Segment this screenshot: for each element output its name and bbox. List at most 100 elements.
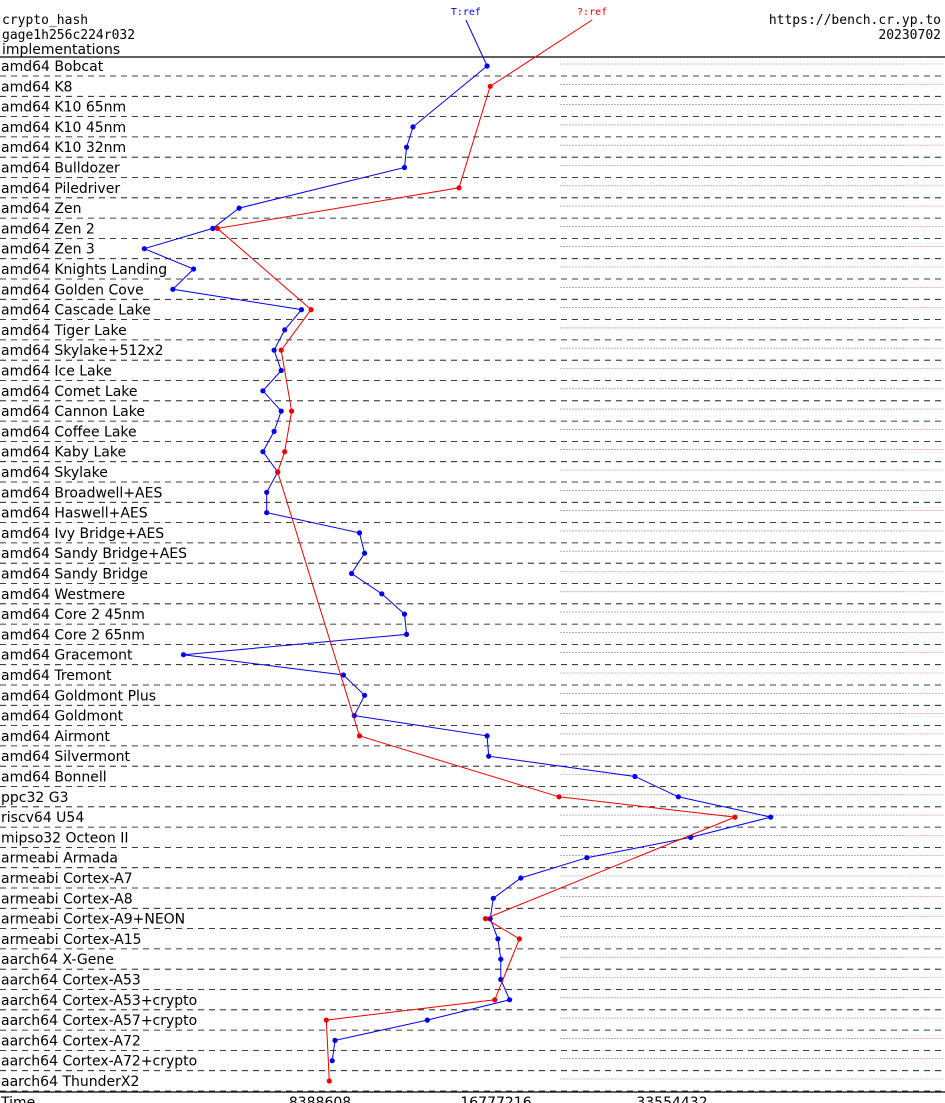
category-label: riscv64 U54: [1, 810, 84, 826]
data-point: [271, 428, 277, 434]
category-label: armeabi Cortex-A9+NEON: [1, 912, 185, 928]
data-point: [404, 631, 410, 638]
data-point: [584, 855, 590, 861]
header-implementations: implementations: [2, 42, 121, 58]
data-point: [356, 733, 363, 739]
category-label: amd64 Gracemont: [1, 648, 133, 664]
data-point: [379, 591, 385, 597]
data-point: [556, 794, 562, 800]
data-point: [236, 205, 242, 211]
category-label: aarch64 Cortex-A57+crypto: [1, 1013, 197, 1029]
category-label: amd64 Goldmont: [1, 709, 124, 725]
data-point: [492, 997, 498, 1003]
data-point: [362, 550, 368, 556]
series-leader-line: [465, 19, 488, 67]
data-point: [278, 347, 284, 353]
data-point: [404, 144, 410, 150]
category-label: aarch64 ThunderX2: [1, 1074, 139, 1090]
data-point: [329, 1058, 335, 1064]
data-point: [410, 124, 416, 130]
category-label: amd64 Sandy Bridge: [1, 567, 148, 583]
data-point: [401, 611, 408, 617]
category-label: amd64 Kaby Lake: [1, 445, 126, 461]
series-label: ?:ref: [577, 7, 607, 18]
category-label: aarch64 Cortex-A72: [1, 1033, 141, 1049]
category-label: amd64 Zen: [1, 201, 81, 217]
data-point: [356, 530, 363, 536]
category-label: amd64 Skylake+512x2: [1, 343, 163, 359]
data-point: [298, 307, 305, 313]
data-point: [675, 794, 681, 800]
x-tick-label: 33554432: [636, 1095, 707, 1103]
data-point: [282, 449, 288, 455]
category-label: amd64 Cascade Lake: [1, 303, 151, 319]
category-label: amd64 Bonnell: [1, 770, 107, 786]
data-point: [191, 266, 197, 272]
category-label: amd64 Knights Landing: [1, 262, 167, 278]
data-point: [260, 388, 266, 394]
data-point: [482, 916, 489, 922]
data-point: [264, 509, 270, 516]
data-point: [264, 489, 270, 495]
category-label: ppc32 G3: [1, 790, 69, 806]
category-label: amd64 Zen 3: [1, 242, 95, 258]
data-point: [507, 997, 513, 1003]
data-point: [495, 936, 501, 942]
data-point: [516, 936, 523, 942]
category-label: amd64 Piledriver: [1, 181, 120, 197]
category-label: amd64 Cannon Lake: [1, 404, 145, 420]
category-label: amd64 Goldmont Plus: [1, 688, 156, 704]
data-point: [498, 956, 504, 962]
series-q-ref: ?:ref: [214, 7, 738, 1084]
data-point: [308, 307, 314, 313]
grid-lines: [0, 56, 945, 1093]
series-line: [216, 86, 736, 1082]
category-label: armeabi Armada: [1, 851, 118, 867]
header-title: crypto_hash: [2, 13, 89, 28]
data-point: [141, 246, 147, 252]
category-label: armeabi Cortex-A8: [1, 891, 133, 907]
data-point: [486, 753, 492, 759]
category-label: amd64 Coffee Lake: [1, 424, 137, 440]
category-label: aarch64 Cortex-A53+crypto: [1, 993, 197, 1009]
data-point: [170, 286, 176, 292]
data-point: [484, 733, 490, 739]
data-point: [401, 164, 408, 171]
series-leader-line: [489, 19, 593, 87]
category-label: aarch64 Cortex-A53: [1, 973, 141, 989]
data-point: [282, 327, 288, 333]
series-layer: T:ref ?:ref: [141, 7, 774, 1084]
category-label: amd64 Skylake: [1, 465, 108, 481]
category-label: aarch64 Cortex-A72+crypto: [1, 1054, 197, 1070]
category-label: amd64 Westmere: [1, 587, 125, 603]
header-subtitle: gage1h256c224r032: [2, 28, 136, 43]
data-point: [289, 408, 295, 414]
category-label: armeabi Cortex-A15: [1, 932, 142, 948]
category-label: amd64 K10 45nm: [1, 120, 126, 136]
series-label: T:ref: [451, 7, 481, 18]
data-point: [214, 225, 220, 231]
category-label: amd64 Ivy Bridge+AES: [1, 526, 164, 542]
data-point: [632, 773, 638, 780]
data-point: [424, 1017, 430, 1023]
data-point: [326, 1078, 332, 1084]
category-label: amd64 Haswell+AES: [1, 506, 148, 522]
data-point: [768, 814, 774, 820]
data-point: [362, 692, 368, 698]
category-label: amd64 Zen 2: [1, 221, 95, 237]
data-point: [332, 1037, 338, 1043]
data-point: [732, 814, 738, 820]
category-label: aarch64 X-Gene: [1, 952, 114, 968]
x-axis-label: Time: [0, 1095, 35, 1103]
category-label: amd64 K8: [1, 79, 72, 95]
x-axis: Time 8388608 16777216 33554432: [0, 1095, 708, 1103]
category-label: amd64 Tremont: [1, 668, 112, 684]
data-point: [487, 83, 493, 89]
category-label: amd64 Broadwell+AES: [1, 485, 162, 501]
category-label: amd64 K10 32nm: [1, 140, 126, 156]
data-point: [340, 672, 346, 678]
category-label: amd64 Ice Lake: [1, 364, 112, 380]
category-label: mipso32 Octeon II: [1, 830, 129, 846]
header-date: 20230702: [878, 28, 941, 43]
data-point: [271, 347, 277, 353]
